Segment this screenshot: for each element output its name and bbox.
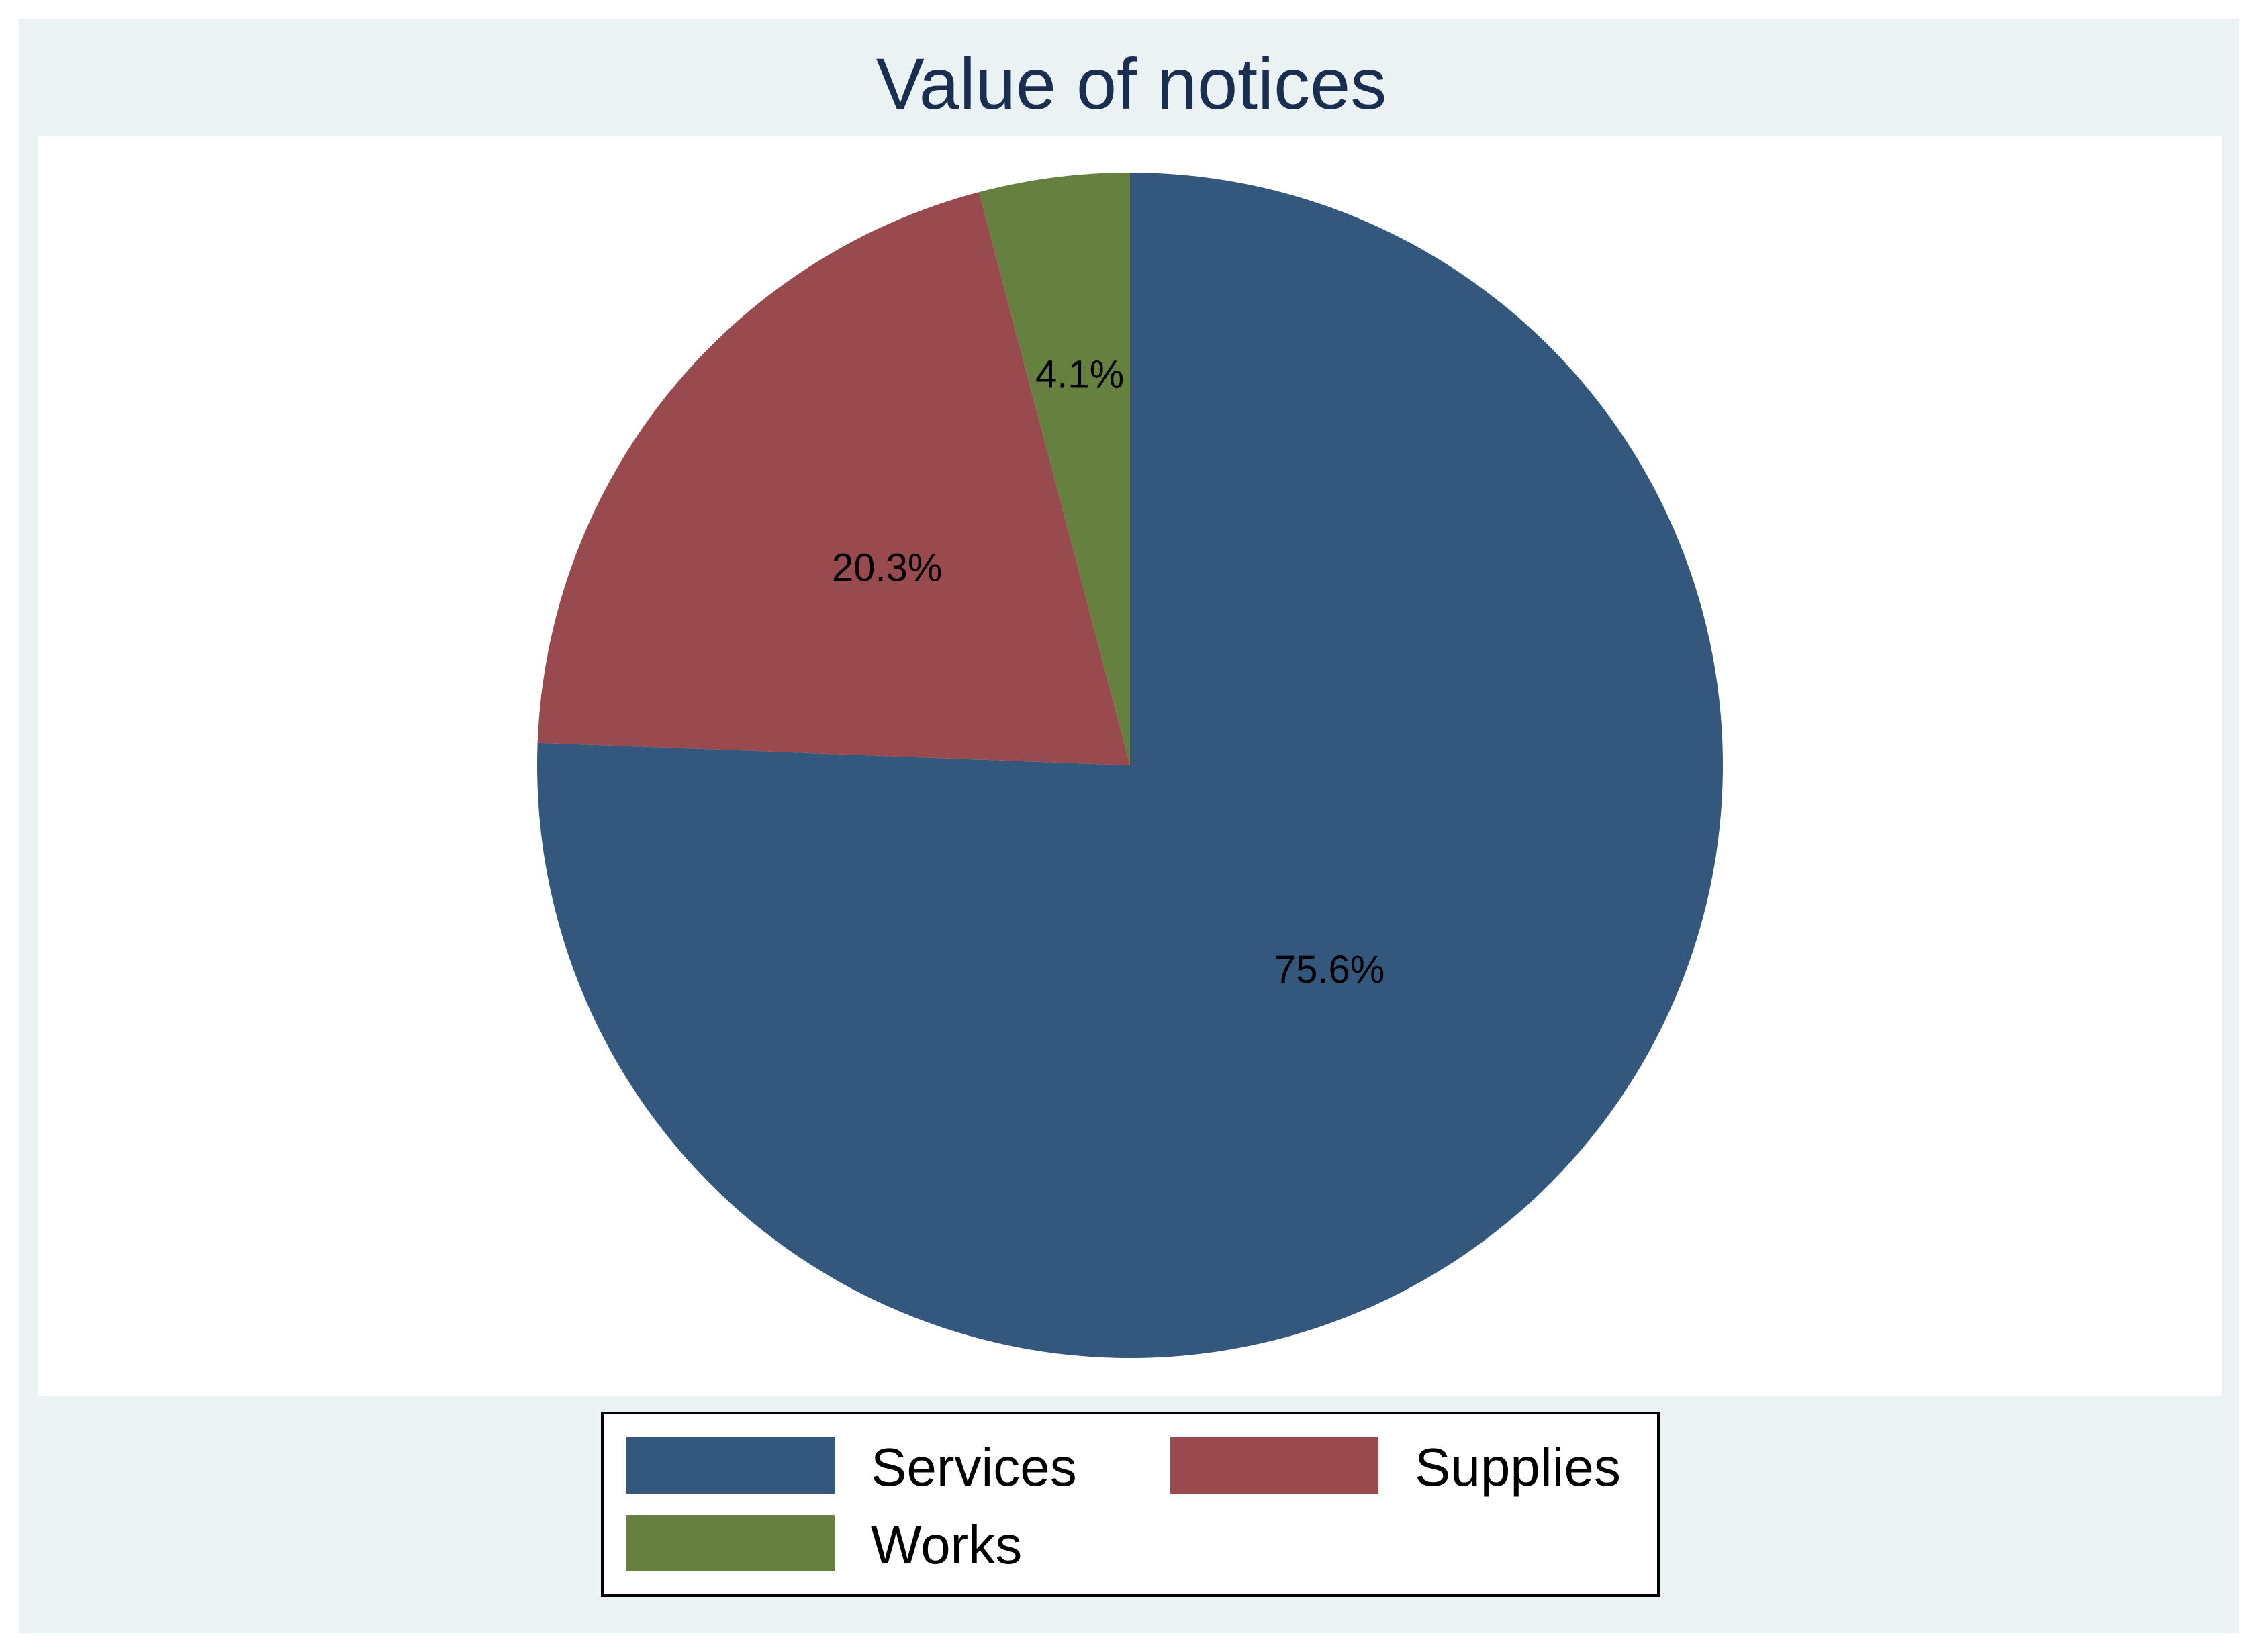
chart-title: Value of notices bbox=[876, 43, 1386, 124]
pie-slice-works bbox=[979, 173, 1130, 765]
slice-label-works: 4.1% bbox=[1035, 352, 1124, 396]
slice-label-supplies: 20.3% bbox=[832, 546, 942, 589]
pie-slice-supplies bbox=[537, 192, 1130, 765]
legend-label-supplies: Supplies bbox=[1415, 1437, 1621, 1497]
pie-slices bbox=[537, 173, 1724, 1358]
legend-label-services: Services bbox=[871, 1437, 1077, 1497]
slice-label-services: 75.6% bbox=[1274, 948, 1384, 991]
legend-swatch-services bbox=[626, 1437, 835, 1494]
legend-swatch-works bbox=[626, 1515, 835, 1571]
pie-slice-services bbox=[537, 173, 1724, 1358]
legend-swatch-supplies bbox=[1170, 1437, 1378, 1494]
legend-label-works: Works bbox=[871, 1515, 1022, 1575]
legend: Services Supplies Works bbox=[601, 1412, 1660, 1597]
slice-labels: 75.6% 20.3% 4.1% bbox=[832, 352, 1384, 991]
